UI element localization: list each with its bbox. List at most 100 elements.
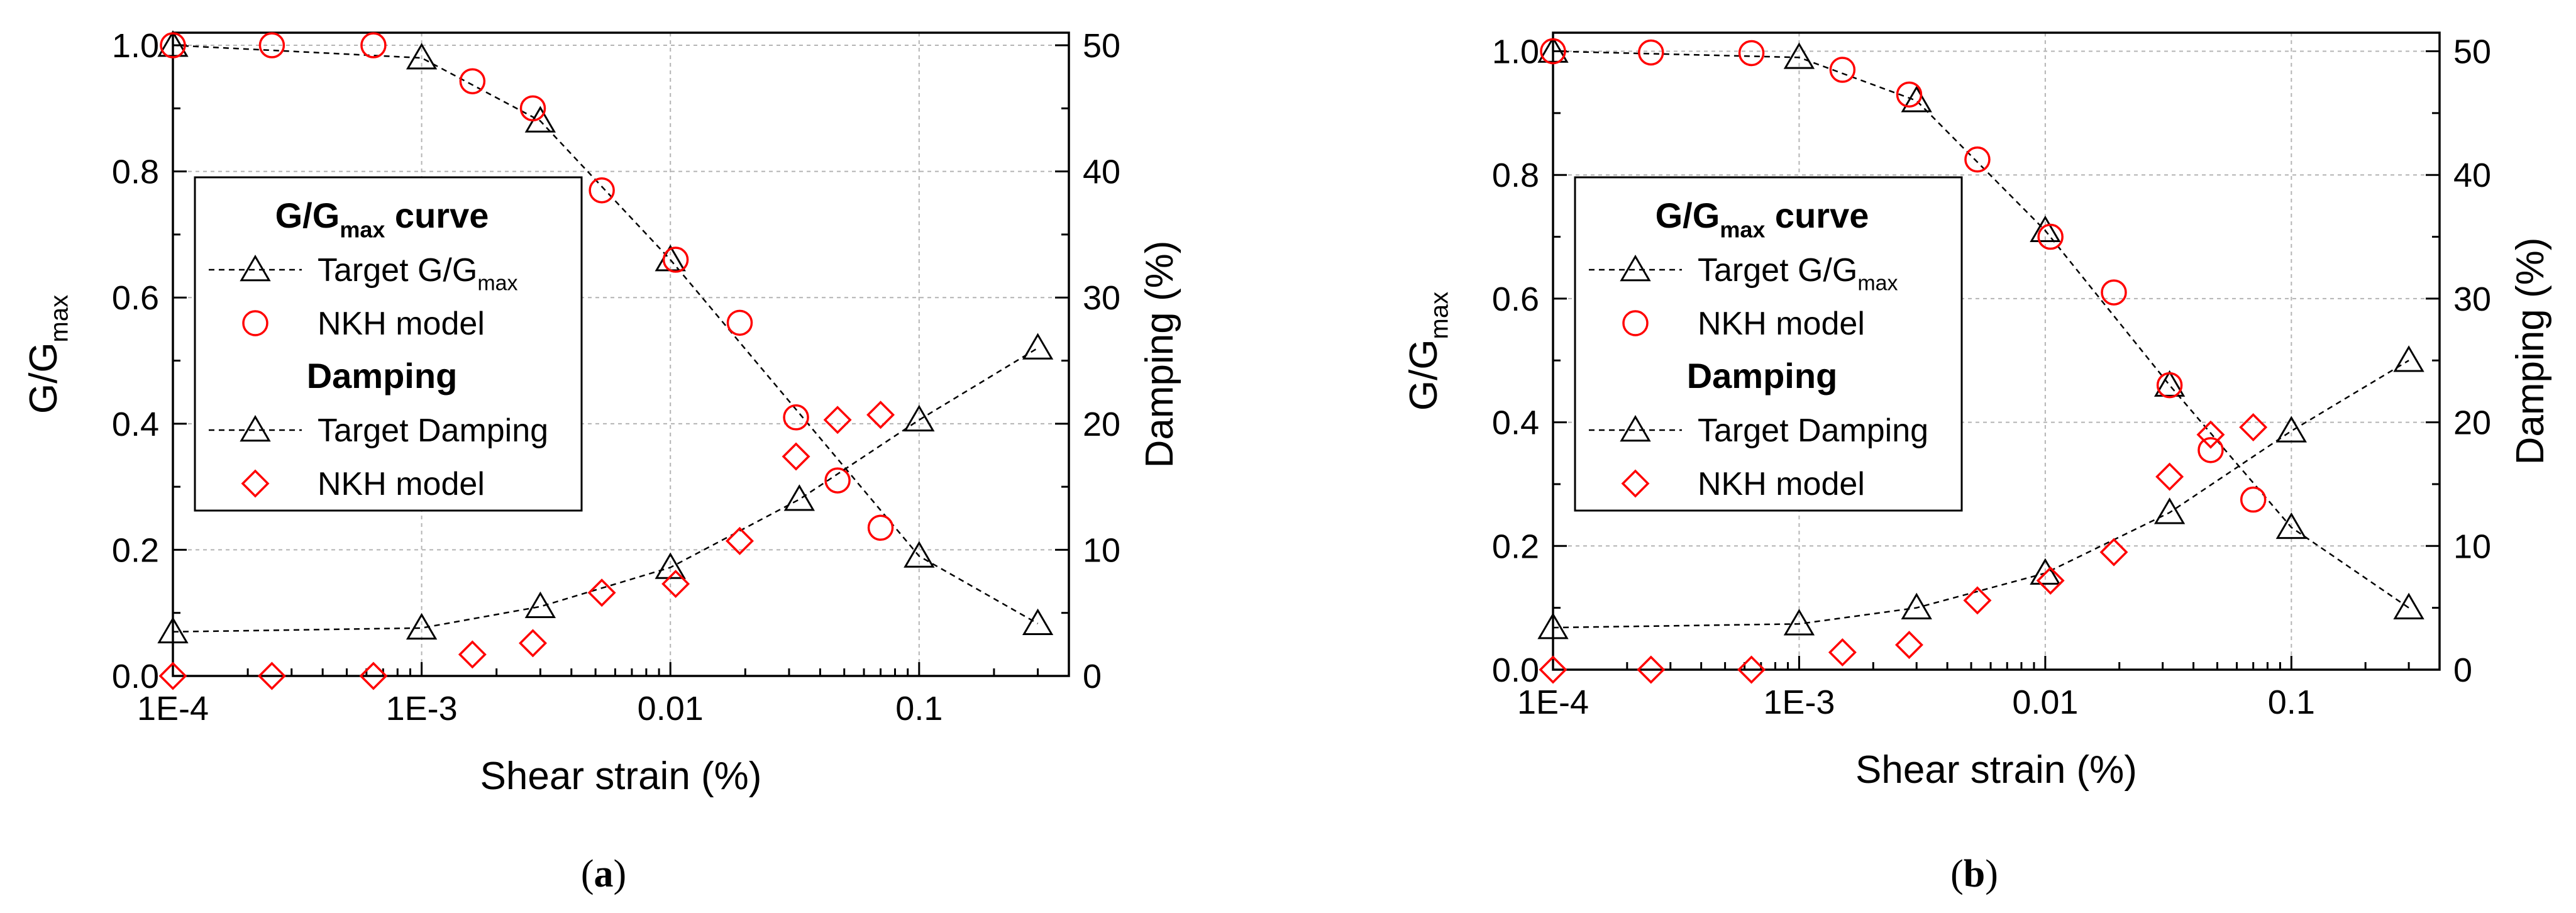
y-left-tick-label: 0.6	[112, 279, 159, 317]
legend-entry-label: Target Damping	[318, 412, 548, 449]
y-right-tick-label: 20	[2453, 404, 2491, 442]
data-point-diamond	[359, 661, 388, 690]
x-tick-label: 1E-3	[386, 690, 458, 728]
data-point-diamond	[587, 578, 616, 607]
legend-entry-label: Target G/Gmax	[318, 252, 518, 296]
x-tick-label: 0.1	[895, 690, 943, 728]
data-point-triangle	[1022, 333, 1054, 360]
x-tick-label: 1E-4	[137, 690, 209, 728]
y-right-tick-label: 0	[2453, 651, 2472, 689]
data-point-circle	[1896, 81, 1923, 108]
legend-entry-label: NKH model	[1698, 466, 1865, 502]
data-point-circle	[662, 246, 689, 273]
data-point-diamond	[458, 640, 487, 669]
y-left-tick-label: 0.8	[1492, 157, 1539, 194]
y-left-tick-label: 0.0	[1492, 651, 1539, 689]
data-point-circle	[258, 32, 285, 58]
data-point-diamond	[2155, 462, 2184, 491]
data-point-diamond	[1637, 655, 1666, 684]
panel-label: (b)	[1950, 853, 1998, 895]
y-right-tick-label: 40	[1083, 153, 1120, 191]
legend-triangle-marker	[1620, 415, 1651, 442]
legend-box	[194, 176, 583, 512]
y-right-tick-label: 40	[2453, 157, 2491, 194]
data-point-circle	[1540, 38, 1566, 65]
data-point-triangle	[157, 616, 189, 644]
y-left-tick-label: 0.8	[112, 153, 159, 191]
series-1	[160, 32, 894, 541]
y-left-tick-label: 0.2	[112, 531, 159, 569]
data-point-diamond	[2196, 420, 2225, 449]
legend-circle-marker	[242, 310, 268, 336]
data-point-circle	[867, 514, 894, 541]
y-right-axis-label: Damping (%)	[1138, 241, 1181, 468]
y-left-axis-label: G/Gmax	[1402, 292, 1453, 411]
data-point-triangle	[904, 541, 935, 568]
data-point-diamond	[782, 442, 810, 471]
data-point-triangle	[524, 591, 556, 618]
data-point-triangle	[1022, 608, 1054, 636]
legend-entry-label: Target G/Gmax	[1698, 252, 1898, 296]
data-point-diamond	[1539, 655, 1567, 684]
plot-frame	[172, 31, 1070, 677]
legend: G/Gmax curve Target G/Gmax NKH model Dampin…	[194, 176, 583, 512]
y-left-tick-label: 0.4	[1492, 404, 1539, 442]
legend-group-title: Damping	[1687, 356, 1838, 396]
chart-panel-a: 1E-4 1E-3 0.01 0.1 Shear strain (%) 0.0 0.2 0.4…	[22, 27, 1181, 895]
legend-group-title: Damping	[307, 356, 458, 396]
y-right-tick-label: 50	[1083, 27, 1120, 65]
data-point-diamond	[661, 570, 690, 599]
grid	[173, 33, 1069, 676]
data-point-diamond	[1963, 586, 1992, 615]
y-left-tick-label: 0.6	[1492, 280, 1539, 318]
data-point-triangle	[1537, 36, 1569, 63]
legend-entry-label: NKH model	[1698, 306, 1865, 342]
data-point-triangle	[1783, 609, 1815, 636]
x-axis-label: Shear strain (%)	[1855, 748, 2137, 792]
chart-panel-b: 1E-4 1E-3 0.01 0.1 Shear strain (%) 0.0 0.2 0.4…	[1402, 31, 2552, 895]
data-point-triangle	[2275, 416, 2307, 443]
y-left-tick-label: 1.0	[1492, 33, 1539, 71]
data-point-triangle	[406, 612, 438, 640]
data-point-triangle	[2153, 370, 2186, 397]
data-point-circle	[2197, 437, 2224, 463]
data-point-diamond	[823, 406, 852, 434]
data-point-diamond	[1737, 655, 1766, 684]
data-point-triangle	[2153, 497, 2186, 524]
x-tick-label: 0.1	[2268, 683, 2315, 721]
data-point-triangle	[406, 43, 438, 70]
y-right-tick-label: 0	[1083, 658, 1102, 695]
legend-diamond-marker	[241, 469, 270, 498]
data-point-circle	[2037, 223, 2064, 250]
legend-circle-marker	[1622, 310, 1649, 336]
data-point-diamond	[866, 401, 895, 429]
data-point-diamond	[519, 629, 547, 658]
legend-triangle-marker	[240, 415, 271, 442]
x-tick-label: 1E-3	[1763, 683, 1835, 721]
data-point-triangle	[2030, 215, 2061, 243]
y-axis-left: 0.0 0.2 0.4 0.6 0.8 1.0 G/Gmax	[22, 27, 187, 695]
data-point-circle	[589, 177, 615, 204]
data-point-circle	[783, 404, 809, 431]
y-right-tick-label: 50	[2453, 33, 2491, 71]
series-3	[158, 401, 895, 690]
y-left-tick-label: 0.4	[112, 406, 159, 443]
series-3	[1539, 412, 2268, 684]
legend-triangle-marker	[240, 255, 271, 282]
legend-entry-label: NKH model	[318, 466, 485, 502]
data-point-circle	[2240, 486, 2267, 513]
data-point-circle	[1829, 57, 1856, 83]
data-point-circle	[726, 309, 753, 336]
data-point-circle	[824, 467, 851, 494]
y-left-axis-label: G/Gmax	[22, 295, 73, 414]
legend-triangle-marker	[1620, 255, 1651, 282]
x-axis-label: Shear strain (%)	[480, 755, 762, 798]
y-left-tick-label: 0.2	[1492, 528, 1539, 565]
data-point-circle	[1738, 40, 1765, 67]
y-axis-left: 0.0 0.2 0.4 0.6 0.8 1.0 G/Gmax	[1402, 33, 1567, 689]
y-right-tick-label: 10	[1083, 531, 1120, 569]
y-left-tick-label: 0.0	[112, 658, 159, 695]
series-1	[1540, 38, 2267, 513]
y-axis-right: 0 10 20 30 40 50 Damping (%)	[2426, 33, 2552, 689]
